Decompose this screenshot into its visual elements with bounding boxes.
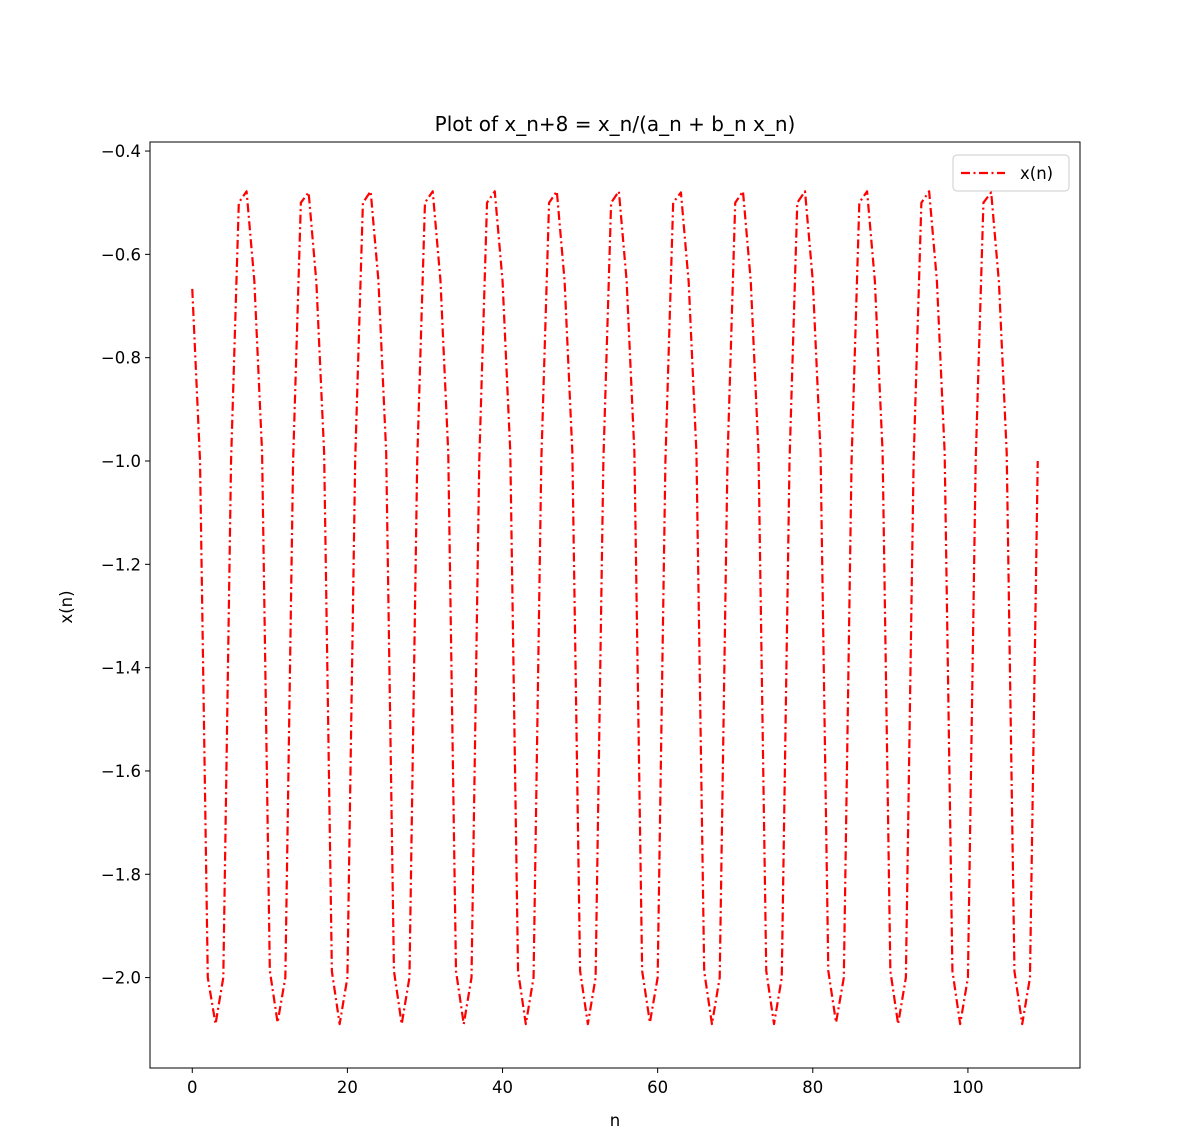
x-tick-label-5: 100 bbox=[952, 1078, 984, 1097]
chart-title: Plot of x_n+8 = x_n/(a_n + b_n x_n) bbox=[435, 112, 796, 136]
y-tick-label-5: −1.0 bbox=[101, 452, 141, 471]
y-axis: −2.0 −1.8 −1.6 −1.4 −1.2 −1.0 −0.8 −0.6 −0.4 bbox=[101, 142, 150, 988]
x-tick-label-3: 60 bbox=[647, 1078, 668, 1097]
legend: x(n) bbox=[952, 154, 1070, 192]
plot-frame bbox=[149, 141, 1081, 1069]
x-tick-label-0: 0 bbox=[187, 1078, 198, 1097]
y-tick-label-6: −0.8 bbox=[101, 349, 141, 368]
y-tick-label-2: −1.6 bbox=[101, 762, 141, 781]
y-tick-label-0: −2.0 bbox=[101, 969, 141, 988]
x-tick-label-4: 80 bbox=[802, 1078, 823, 1097]
y-tick-label-7: −0.6 bbox=[101, 245, 141, 264]
y-tick-label-3: −1.4 bbox=[101, 659, 141, 678]
x-axis: 0 20 40 60 80 100 bbox=[187, 1068, 984, 1097]
y-axis-label: x(n) bbox=[57, 590, 76, 623]
y-tick-label-4: −1.2 bbox=[101, 555, 141, 574]
x-tick-label-2: 40 bbox=[492, 1078, 513, 1097]
y-tick-label-8: −0.4 bbox=[101, 142, 141, 161]
legend-box bbox=[952, 154, 1070, 192]
legend-label-x-n: x(n) bbox=[1020, 164, 1053, 183]
plot-area bbox=[149, 141, 1081, 1069]
y-tick-label-1: −1.8 bbox=[101, 865, 141, 884]
x-tick-label-1: 20 bbox=[337, 1078, 358, 1097]
x-axis-label: n bbox=[610, 1111, 620, 1130]
series-line-0 bbox=[191, 190, 1039, 1026]
